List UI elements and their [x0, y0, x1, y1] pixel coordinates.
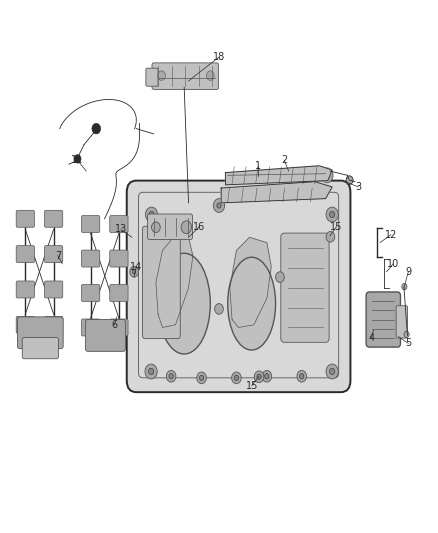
Text: 10: 10 [387, 259, 399, 269]
Text: 18: 18 [213, 52, 225, 62]
FancyBboxPatch shape [146, 68, 158, 86]
FancyBboxPatch shape [16, 281, 35, 298]
Ellipse shape [228, 257, 276, 350]
Text: 3: 3 [355, 182, 361, 192]
FancyBboxPatch shape [45, 211, 63, 227]
Circle shape [257, 374, 261, 379]
FancyBboxPatch shape [22, 337, 58, 359]
Text: 15: 15 [245, 381, 258, 391]
Circle shape [326, 207, 338, 222]
Text: 12: 12 [385, 230, 397, 240]
Circle shape [324, 172, 330, 179]
Circle shape [326, 364, 338, 379]
FancyBboxPatch shape [138, 192, 339, 378]
Circle shape [199, 375, 204, 381]
Circle shape [166, 370, 176, 382]
FancyBboxPatch shape [81, 250, 100, 267]
FancyBboxPatch shape [16, 246, 35, 263]
Text: 14: 14 [130, 262, 142, 271]
FancyBboxPatch shape [16, 317, 35, 333]
Circle shape [321, 168, 333, 183]
Circle shape [254, 371, 264, 383]
Circle shape [206, 71, 214, 80]
FancyBboxPatch shape [110, 285, 128, 302]
Circle shape [158, 71, 166, 80]
Circle shape [215, 304, 223, 314]
Circle shape [145, 207, 158, 222]
Circle shape [329, 212, 335, 217]
FancyBboxPatch shape [366, 292, 400, 347]
FancyBboxPatch shape [281, 233, 329, 342]
Circle shape [148, 368, 154, 375]
Text: 9: 9 [405, 267, 411, 277]
Circle shape [181, 221, 191, 233]
Polygon shape [156, 235, 193, 327]
FancyBboxPatch shape [18, 317, 63, 349]
Ellipse shape [158, 253, 210, 354]
Text: 11: 11 [71, 156, 84, 165]
FancyBboxPatch shape [142, 226, 180, 338]
Circle shape [130, 266, 138, 277]
FancyBboxPatch shape [110, 319, 128, 336]
Circle shape [234, 375, 239, 381]
Text: 7: 7 [55, 251, 61, 261]
FancyBboxPatch shape [81, 319, 100, 336]
Circle shape [213, 199, 225, 213]
FancyBboxPatch shape [396, 306, 407, 338]
FancyBboxPatch shape [45, 317, 63, 333]
FancyBboxPatch shape [148, 214, 192, 239]
FancyBboxPatch shape [45, 281, 63, 298]
Circle shape [132, 270, 136, 274]
FancyBboxPatch shape [85, 319, 125, 351]
Circle shape [197, 372, 206, 384]
Text: 6: 6 [112, 320, 118, 330]
Text: 13: 13 [115, 224, 127, 235]
Polygon shape [226, 166, 332, 185]
FancyBboxPatch shape [16, 211, 35, 227]
Circle shape [152, 222, 160, 232]
Text: 2: 2 [281, 156, 287, 165]
Circle shape [346, 176, 353, 184]
Circle shape [74, 155, 81, 163]
FancyBboxPatch shape [81, 216, 100, 232]
Circle shape [276, 272, 284, 282]
Circle shape [265, 374, 269, 379]
Circle shape [404, 331, 409, 337]
FancyBboxPatch shape [81, 285, 100, 302]
FancyBboxPatch shape [110, 250, 128, 267]
Circle shape [297, 370, 307, 382]
Circle shape [329, 368, 335, 375]
Circle shape [300, 374, 304, 379]
Polygon shape [221, 182, 332, 203]
Text: 15: 15 [330, 222, 343, 232]
Text: 4: 4 [368, 333, 374, 343]
Circle shape [92, 123, 101, 134]
Circle shape [402, 284, 407, 290]
FancyBboxPatch shape [110, 216, 128, 232]
FancyBboxPatch shape [127, 181, 350, 392]
Circle shape [262, 370, 272, 382]
FancyBboxPatch shape [152, 63, 219, 90]
FancyBboxPatch shape [45, 246, 63, 263]
Circle shape [149, 212, 154, 217]
Circle shape [326, 231, 335, 242]
Circle shape [232, 372, 241, 384]
Text: 1: 1 [255, 161, 261, 171]
Circle shape [169, 374, 173, 379]
Circle shape [217, 203, 221, 208]
Text: 16: 16 [193, 222, 205, 232]
Text: 5: 5 [405, 338, 411, 349]
Polygon shape [230, 237, 271, 327]
Circle shape [145, 364, 157, 379]
